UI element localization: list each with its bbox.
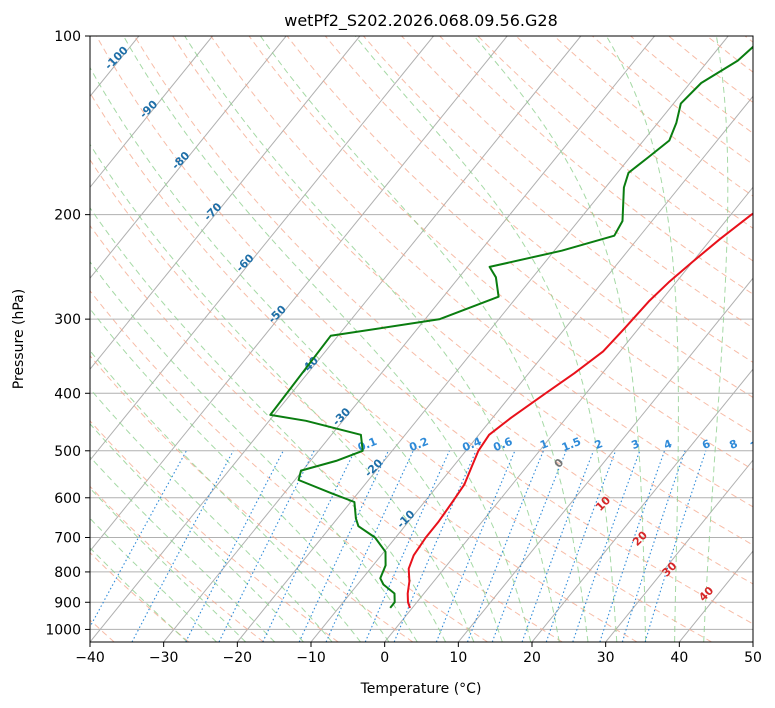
isotherm-line [0, 36, 65, 642]
mixing-ratio-line [131, 450, 234, 642]
x-tick-label: −40 [75, 650, 105, 666]
x-tick-label: 40 [670, 650, 688, 666]
dry-adiabat [90, 290, 488, 642]
moist-adiabat [473, 36, 647, 642]
y-tick-label: 400 [54, 386, 81, 402]
moist-adiabat [90, 456, 276, 642]
dry-adiabat [248, 36, 753, 471]
mixing-ratio-line [545, 450, 617, 642]
mixing-ratio-line [466, 450, 544, 642]
isotherm-line [531, 368, 753, 642]
mixing-ratio-line [364, 450, 450, 642]
x-axis-ticks: −40 −30 −20 −10 0 10 20 30 40 50 [75, 642, 762, 666]
isotherm-line [163, 36, 655, 642]
mixing-ratio-label: 3 [629, 437, 641, 452]
moist-adiabat [354, 36, 618, 642]
moist-adiabat [90, 308, 390, 642]
dry-adiabat [90, 420, 339, 642]
y-tick-label: 700 [54, 531, 81, 547]
x-tick-label: 20 [523, 650, 541, 666]
moist-adiabats [90, 36, 729, 642]
dry-adiabat [401, 36, 753, 329]
dry-adiabat [172, 36, 753, 546]
mixing-ratio-line [521, 450, 595, 642]
mixing-ratio-label: 1 [538, 437, 550, 452]
x-tick-label: −10 [296, 650, 326, 666]
mixing-ratio-line [491, 450, 567, 642]
isotherm-line [90, 36, 434, 461]
pressure-grid [90, 36, 753, 630]
chart-title: wetPf2_S202.2026.068.09.56.G28 [284, 11, 558, 31]
isotherm-line [90, 36, 213, 189]
plot-frame [89, 35, 754, 643]
y-tick-label: 500 [54, 444, 81, 460]
mixing-ratio-label: 2 [593, 437, 605, 452]
dry-adiabat [439, 36, 753, 295]
mixing-ratio-lines [90, 450, 707, 642]
isotherm-line [90, 36, 361, 370]
mixing-ratio-line [218, 450, 315, 642]
x-tick-label: 10 [449, 650, 467, 666]
moist-adiabat [90, 143, 475, 642]
mixing-ratio-line [435, 450, 516, 642]
y-tick-label: 1000 [45, 622, 81, 638]
moist-adiabat [90, 66, 503, 642]
mixing-ratio-line [572, 450, 641, 642]
moist-adiabat [90, 207, 447, 642]
dry-adiabat [90, 91, 712, 642]
mixing-ratio-label: 10 [748, 436, 767, 454]
x-tick-label: 30 [597, 650, 615, 666]
sounding-profiles [269, 45, 753, 609]
y-tick-label: 200 [54, 208, 81, 224]
moist-adiabat [605, 36, 679, 642]
moist-adiabat [90, 261, 418, 642]
moist-adiabat [259, 36, 589, 642]
isotherm-line [752, 641, 753, 642]
plot-area [90, 36, 753, 642]
x-tick-label: −30 [149, 650, 179, 666]
y-tick-label: 100 [54, 29, 81, 45]
isotherm-line [384, 186, 753, 642]
dry-adiabat [90, 224, 563, 642]
y-tick-label: 900 [54, 595, 81, 611]
dry-adiabat [210, 36, 753, 508]
y-axis-ticks: 100 200 300 400 500 600 700 800 900 1000 [45, 29, 90, 638]
y-tick-label: 300 [54, 312, 81, 328]
isotherm-line [457, 277, 753, 642]
dry-adiabat [90, 551, 190, 642]
dry-adiabat [90, 158, 638, 642]
dry-adiabats [90, 36, 753, 642]
moist-adiabat [184, 36, 560, 642]
moist-adiabat [703, 36, 729, 642]
isotherm-line [90, 36, 508, 552]
x-tick-label: −20 [223, 650, 253, 666]
moist-adiabat [90, 387, 333, 642]
isotherm-line [90, 36, 287, 280]
x-tick-label: 0 [380, 650, 389, 666]
x-tick-label: 50 [744, 650, 762, 666]
y-tick-label: 800 [54, 565, 81, 581]
temperature-profile [406, 212, 753, 609]
dry-adiabat [95, 36, 753, 625]
isotherm-line [605, 459, 753, 642]
moist-adiabat [123, 36, 532, 642]
dewpoint-profile [269, 45, 753, 609]
y-axis-label: Pressure (hPa) [11, 289, 27, 389]
mixing-ratio-label: 8 [727, 437, 739, 452]
x-axis-label: Temperature (°C) [360, 681, 482, 697]
isotherm-line [236, 36, 729, 642]
dry-adiabat [134, 36, 753, 585]
y-tick-label: 600 [54, 491, 81, 507]
moist-adiabat [90, 423, 304, 642]
mixing-ratio-line [621, 450, 686, 642]
mixing-ratio-line [90, 450, 187, 628]
mixing-ratio-line [644, 450, 707, 642]
mixing-ratio-line [599, 450, 666, 642]
